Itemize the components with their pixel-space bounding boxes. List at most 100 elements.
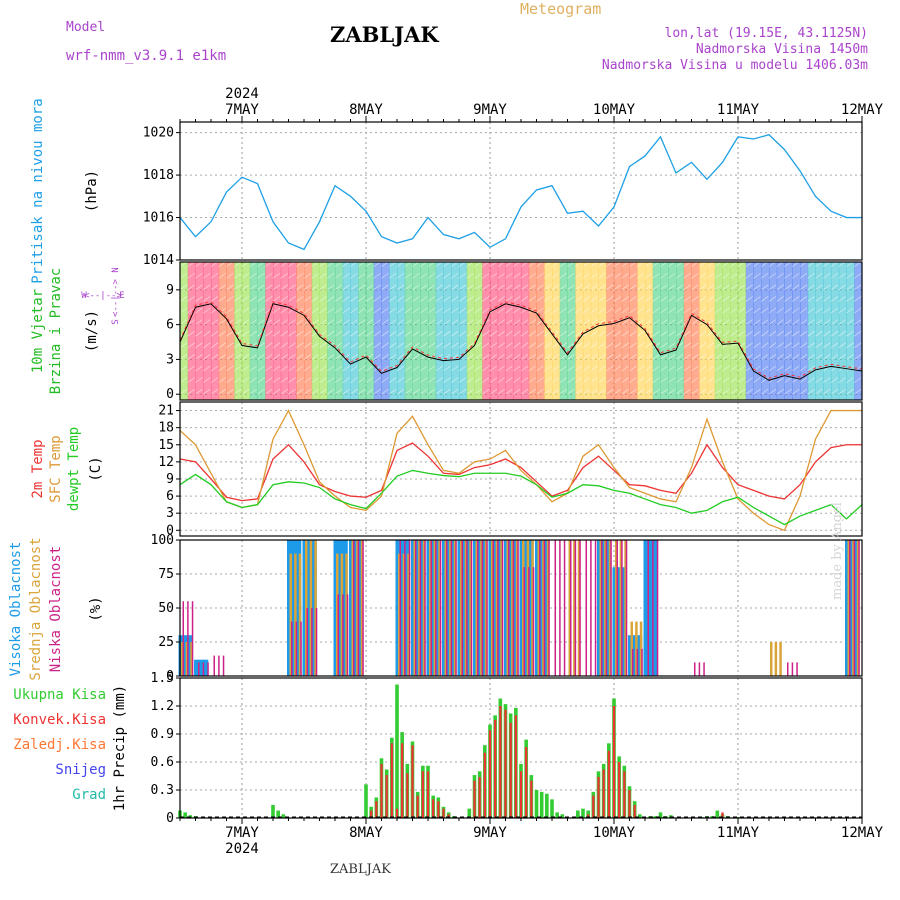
- cloud-low-bar: [554, 540, 556, 676]
- wind-barb: [303, 272, 312, 279]
- wind-barb: [768, 296, 777, 302]
- wind-barb: [272, 377, 281, 383]
- wind-barb: [280, 354, 288, 360]
- wind-barb: [497, 284, 505, 291]
- wind-barb: [319, 388, 327, 395]
- wind-barb: [551, 365, 560, 372]
- precip-conv-bar: [494, 720, 497, 818]
- wind-barb-band: [831, 262, 840, 400]
- wind-barb: [528, 377, 536, 383]
- wind-barb: [776, 354, 784, 360]
- wind-barb: [823, 377, 831, 383]
- wind-barb: [644, 388, 653, 395]
- wind-barb: [272, 388, 281, 395]
- wind-barb: [544, 307, 552, 314]
- wind-barb: [606, 330, 614, 337]
- wind-barb: [466, 307, 474, 314]
- wind-title-line2: Brzina i Pravac: [48, 268, 64, 394]
- wind-barb: [613, 354, 622, 360]
- wind-barb-band: [854, 262, 863, 400]
- y-tick-label: 1.5: [151, 671, 174, 686]
- precip-conv-bar: [633, 804, 636, 818]
- wind-barb: [737, 388, 746, 395]
- wind-barb: [443, 342, 451, 349]
- elevation: Nadmorska Visina 1450m: [695, 42, 868, 57]
- wind-barb: [621, 307, 629, 314]
- precip-total-bar: [560, 814, 565, 818]
- precip-total-bar: [638, 814, 642, 818]
- cloud-low-bar: [311, 608, 313, 676]
- wind-barb: [761, 342, 769, 349]
- cloud-low-bar: [621, 540, 623, 676]
- cloud-low-bar: [315, 608, 318, 676]
- wind-barb: [675, 272, 684, 279]
- wind-barb: [799, 307, 808, 314]
- wind-barb: [420, 365, 428, 372]
- wind-barb: [412, 330, 420, 337]
- wind-barb: [644, 365, 653, 372]
- wind-barb: [838, 307, 846, 314]
- wind-barb-band: [404, 262, 413, 400]
- cloud-low-bar: [207, 662, 209, 676]
- wind-barb: [567, 319, 575, 325]
- wind-barb: [396, 319, 405, 325]
- wind-barb: [311, 354, 319, 360]
- wind-barb: [768, 330, 777, 337]
- wind-barb: [823, 296, 831, 302]
- wind-barb: [768, 388, 777, 395]
- cloud-low-bar: [222, 655, 225, 676]
- wind-barb: [249, 284, 257, 291]
- wind-barb: [249, 377, 257, 383]
- cloud-mid-bar: [460, 540, 463, 676]
- cloud-low-bar: [517, 540, 519, 676]
- y-tick-label: 0.6: [151, 755, 174, 770]
- wind-barb: [544, 365, 552, 372]
- legend-freezing-rain: Zaledj.Kisa: [13, 737, 106, 753]
- wind-unit: (m/s): [84, 310, 100, 352]
- wind-barb: [365, 377, 374, 383]
- y-tick-label: 1020: [143, 126, 174, 141]
- wind-barb: [761, 354, 769, 360]
- wind-barb: [381, 365, 389, 372]
- wind-barb: [830, 330, 839, 337]
- cloud-mid-bar: [770, 642, 773, 676]
- wind-barb: [474, 319, 482, 325]
- wind-barb: [807, 307, 815, 314]
- wind-barb: [598, 296, 606, 302]
- wind-barb: [799, 330, 808, 337]
- wind-barb: [489, 272, 498, 279]
- wind-barb: [482, 296, 490, 302]
- wind-barb: [730, 284, 738, 291]
- wind-barb: [389, 319, 397, 325]
- cloud-low-bar: [849, 540, 851, 676]
- wind-barb: [660, 354, 668, 360]
- wind-barb: [257, 365, 265, 372]
- cloud-low-title: Niska Oblacnost: [48, 546, 64, 672]
- wind-barb: [241, 377, 250, 383]
- wind-barb: [621, 342, 629, 349]
- wind-barb: [792, 307, 800, 314]
- precip-conv-bar: [607, 750, 610, 818]
- cloud-high-bar: [198, 659, 204, 676]
- wind-barb: [559, 342, 567, 349]
- wind-barb: [241, 365, 250, 372]
- wind-barb: [451, 319, 459, 325]
- cloud-low-bar: [610, 540, 612, 676]
- wind-barb: [505, 388, 513, 395]
- wind-barb-band: [714, 262, 723, 400]
- wind-barb-band: [358, 262, 367, 400]
- wind-barb-band: [606, 262, 615, 400]
- wind-barb: [582, 365, 591, 372]
- day-label-top: 11MAY: [717, 102, 760, 118]
- wind-barb: [737, 354, 746, 360]
- wind-barb: [528, 296, 536, 302]
- wind-barb: [265, 284, 273, 291]
- cloud-low-bar: [508, 540, 510, 676]
- wind-barb: [505, 272, 513, 279]
- wind-barb: [675, 388, 684, 395]
- wind-barb: [179, 319, 188, 325]
- wind-barb: [203, 330, 211, 337]
- wind-barb: [520, 365, 529, 372]
- wind-barb: [799, 272, 808, 279]
- wind-barb: [482, 388, 490, 395]
